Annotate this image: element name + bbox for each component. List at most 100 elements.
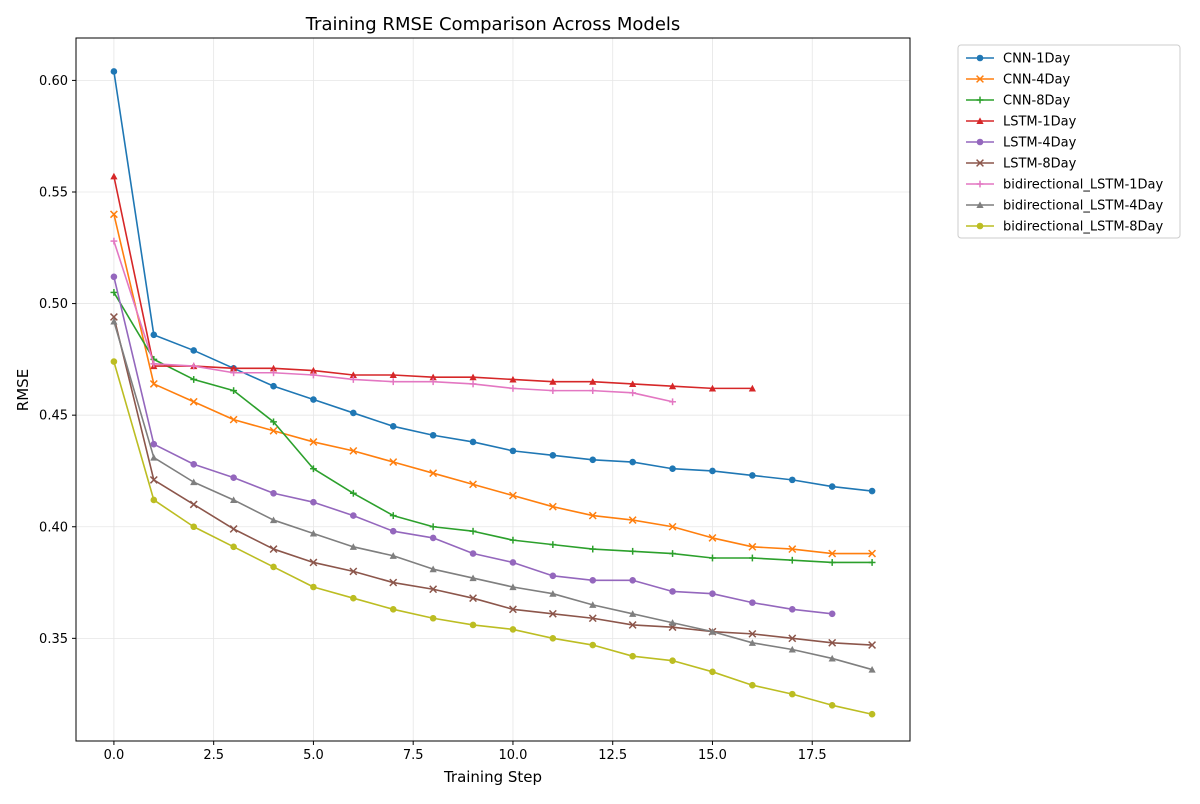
data-point [549, 378, 557, 385]
data-point [110, 237, 118, 245]
data-point [509, 447, 517, 455]
data-point [976, 138, 984, 146]
data-point [709, 467, 716, 475]
data-point [429, 523, 437, 531]
data-point [588, 614, 597, 623]
data-point [190, 478, 198, 486]
data-point [389, 552, 397, 559]
data-point-stroke [976, 75, 984, 83]
data-point-stroke [309, 438, 318, 446]
data-point-stroke [588, 614, 597, 623]
data-point [189, 500, 198, 509]
x-tick-label: 10.0 [498, 748, 527, 763]
data-point [110, 317, 118, 325]
data-point-stroke [469, 480, 477, 489]
series-CNN-4Day [109, 210, 877, 558]
data-point [629, 389, 637, 397]
legend-item: bidirectional_LSTM-4Day [966, 199, 1164, 214]
data-point [190, 523, 198, 531]
data-point [828, 559, 836, 566]
legend-item: LSTM-8Day [966, 157, 1077, 172]
data-point [509, 491, 517, 500]
data-point [350, 409, 357, 417]
data-point [788, 690, 796, 698]
data-point [868, 641, 877, 649]
data-point [748, 639, 756, 646]
data-point-stroke [269, 545, 278, 554]
data-point [976, 180, 984, 188]
data-point-stroke [828, 549, 837, 558]
data-point [309, 558, 318, 567]
data-point [868, 549, 877, 558]
data-point [389, 527, 397, 535]
data-point [828, 549, 837, 558]
data-point-stroke [389, 458, 398, 466]
data-point [748, 629, 757, 638]
data-point [549, 590, 557, 597]
legend-label: LSTM-8Day [1003, 157, 1077, 172]
data-point [868, 559, 876, 566]
data-point [429, 534, 437, 542]
series-LSTM-8Day [109, 313, 877, 649]
legend-label: CNN-4Day [1003, 73, 1070, 88]
data-point [349, 567, 358, 576]
data-point [469, 621, 477, 629]
data-point [269, 426, 278, 435]
data-point-stroke [788, 634, 797, 643]
x-tick-label: 0.0 [104, 748, 125, 763]
data-point [549, 541, 557, 549]
y-tick-label: 0.35 [39, 632, 68, 647]
data-point [429, 373, 437, 381]
data-point [150, 496, 158, 504]
legend-item: bidirectional_LSTM-1Day [966, 178, 1164, 193]
series-line [113, 321, 873, 671]
data-point [310, 465, 317, 473]
data-point [230, 364, 238, 372]
data-point-stroke [628, 621, 637, 629]
data-point [149, 379, 158, 388]
data-point [469, 438, 477, 446]
data-point [190, 376, 198, 383]
data-point [828, 654, 836, 662]
data-point [429, 614, 437, 622]
y-tick-label: 0.40 [39, 520, 68, 535]
data-point [310, 498, 317, 506]
data-point [509, 626, 517, 633]
data-point [349, 371, 357, 379]
data-point [629, 577, 636, 584]
x-tick-label: 12.5 [598, 748, 627, 763]
series-line [113, 316, 873, 646]
data-point [389, 458, 398, 466]
data-point [709, 668, 716, 676]
data-point [708, 628, 717, 635]
data-point-stroke [708, 533, 717, 542]
data-point-stroke [548, 609, 557, 618]
data-point [269, 364, 278, 372]
data-point [549, 572, 557, 580]
data-point [310, 396, 317, 403]
data-point [469, 373, 477, 381]
data-point [668, 522, 677, 531]
data-point [788, 556, 796, 564]
data-point [629, 610, 637, 617]
data-point [270, 418, 277, 426]
series-bidirectional_LSTM-1Day [110, 237, 676, 406]
data-point [429, 585, 438, 594]
series-bidirectional_LSTM-8Day [110, 358, 876, 718]
data-point [668, 619, 677, 626]
legend-label: LSTM-4Day [1003, 136, 1077, 151]
data-point [828, 701, 836, 709]
x-tick-label: 5.0 [303, 748, 324, 763]
series-lines [109, 68, 877, 718]
data-point [709, 590, 716, 598]
legend-label: bidirectional_LSTM-4Day [1003, 199, 1164, 214]
data-point [469, 527, 477, 535]
data-point-stroke [429, 469, 438, 478]
data-point [868, 665, 876, 673]
data-point [509, 605, 517, 614]
data-point [749, 599, 756, 606]
data-point [509, 583, 517, 591]
data-point [709, 554, 716, 562]
data-point [509, 536, 517, 544]
